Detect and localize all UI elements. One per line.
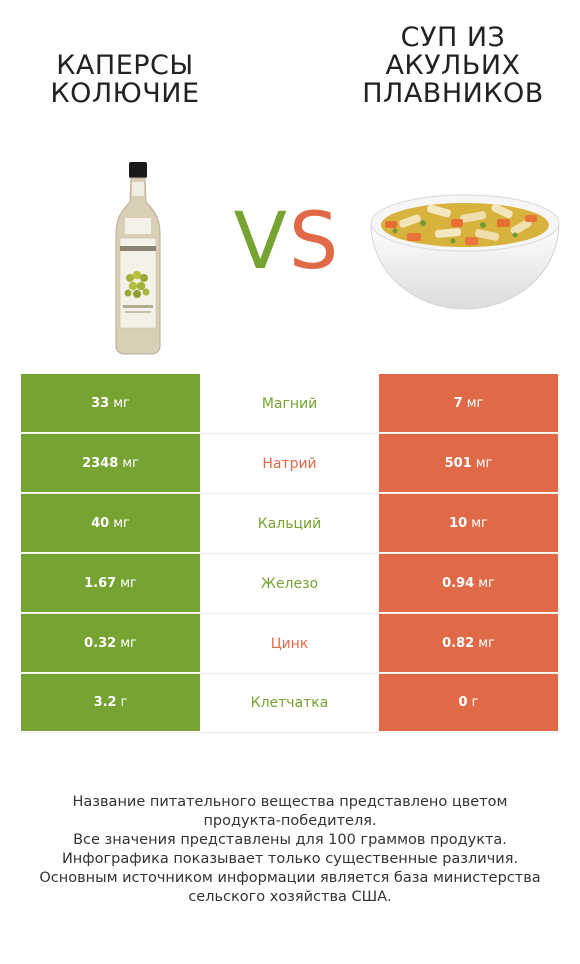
table-row: 0.32 мг Цинк 0.82 мг xyxy=(21,614,558,674)
right-unit: г xyxy=(471,695,479,710)
table-row: 1.67 мг Железо 0.94 мг xyxy=(21,554,558,614)
footnote-line: Основным источником информации является … xyxy=(39,870,541,886)
right-value-cell: 0.82 мг xyxy=(379,614,558,673)
right-unit: мг xyxy=(475,455,493,471)
left-value: 33 xyxy=(91,395,110,411)
right-value-cell: 501 мг xyxy=(379,434,558,493)
vs-s: S xyxy=(288,197,341,287)
left-unit: мг xyxy=(120,635,137,651)
right-value: 7 xyxy=(453,395,463,411)
soup-bowl-icon xyxy=(370,194,560,310)
right-value: 0.82 xyxy=(442,635,475,651)
right-value-cell: 0.94 мг xyxy=(379,554,558,613)
footnote-line: Название питательного вещества представл… xyxy=(72,794,508,810)
table-row: 2348 мг Натрий 501 мг xyxy=(21,434,558,494)
left-unit: г xyxy=(120,695,128,710)
vs-label: VS xyxy=(222,195,352,290)
right-value: 0 xyxy=(458,695,468,710)
left-value: 1.67 xyxy=(84,575,117,591)
nutrient-name: Железо xyxy=(260,575,319,592)
footnote: Название питательного вещества представл… xyxy=(20,793,560,907)
right-unit: мг xyxy=(466,395,484,411)
left-title-line-1: КАПЕРСЫ xyxy=(56,50,194,81)
right-unit: мг xyxy=(478,635,495,651)
left-unit: мг xyxy=(122,455,139,471)
left-value: 0.32 xyxy=(84,635,117,651)
nutrient-name: Натрий xyxy=(262,455,317,472)
right-value-cell: 10 мг xyxy=(379,494,558,553)
left-product-title: КАПЕРСЫ КОЛЮЧИЕ xyxy=(0,52,250,108)
left-value: 2348 xyxy=(82,455,119,471)
nutrient-comparison-table: 33 мг Магний 7 мг 2348 мг Натрий 501 мг 40 мг… xyxy=(21,374,558,733)
footnote-line: сельского хозяйства США. xyxy=(188,889,392,905)
right-value-cell: 7 мг xyxy=(379,374,558,433)
left-value-cell: 3.2 г xyxy=(21,674,200,732)
left-unit: мг xyxy=(120,575,137,591)
vs-v: V xyxy=(233,197,289,287)
footnote-line: Все значения представлены для 100 граммо… xyxy=(73,832,507,848)
left-value-cell: 1.67 мг xyxy=(21,554,200,613)
footnote-line: Инфографика показывает только существенн… xyxy=(61,851,519,867)
left-unit: мг xyxy=(113,395,130,411)
nutrient-name: Кальций xyxy=(257,515,322,532)
left-value-cell: 33 мг xyxy=(21,374,200,433)
left-value: 3.2 xyxy=(93,695,117,710)
left-value: 40 xyxy=(91,515,110,531)
dressing-bottle-icon xyxy=(115,162,161,355)
right-unit: мг xyxy=(478,575,495,591)
right-product-title: СУП ИЗ АКУЛЬИХ ПЛАВНИКОВ xyxy=(328,24,578,108)
right-value: 0.94 xyxy=(442,575,475,591)
right-title-line-3: ПЛАВНИКОВ xyxy=(362,78,544,109)
left-value-cell: 2348 мг xyxy=(21,434,200,493)
right-value: 501 xyxy=(444,455,472,471)
table-row: 33 мг Магний 7 мг xyxy=(21,374,558,434)
nutrient-name: Магний xyxy=(261,395,318,412)
left-title-line-2: КОЛЮЧИЕ xyxy=(50,78,200,109)
right-unit: мг xyxy=(471,515,488,531)
nutrient-name: Цинк xyxy=(270,635,309,652)
right-title-line-2: АКУЛЬИХ xyxy=(385,50,521,81)
left-unit: мг xyxy=(113,515,130,531)
nutrient-name: Клетчатка xyxy=(250,695,329,711)
right-value: 10 xyxy=(449,515,468,531)
right-title-line-1: СУП ИЗ xyxy=(400,22,506,53)
left-value-cell: 40 мг xyxy=(21,494,200,553)
footnote-line: продукта-победителя. xyxy=(203,813,377,829)
left-value-cell: 0.32 мг xyxy=(21,614,200,673)
table-row: 40 мг Кальций 10 мг xyxy=(21,494,558,554)
